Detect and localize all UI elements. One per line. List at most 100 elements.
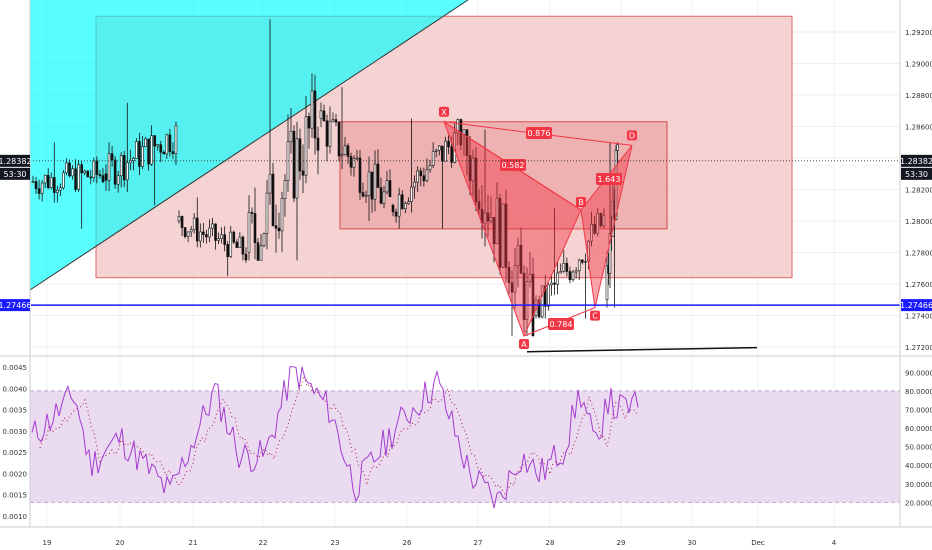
candle-body [195,217,199,242]
candle-body [250,212,254,214]
candle-body [522,273,526,320]
ratio-label: 1.643 [598,175,621,184]
candle-body [223,234,226,245]
candle-body [268,173,272,194]
indicator-left-tick-label: 0.0040 [3,385,28,393]
candle-body [349,156,353,168]
candle-body [373,163,377,200]
time-axis-label: 27 [474,539,483,547]
candle-body [144,138,147,147]
candle-body [129,160,132,164]
candle-body [528,273,532,283]
candle-body [519,245,523,274]
candle-body [422,175,426,182]
candle-body [355,157,359,160]
candle-body [370,171,374,200]
candle-body [301,170,305,176]
candle-body [74,168,77,190]
candle-body [40,182,44,194]
candle-body [125,162,129,181]
candle-body [71,168,74,177]
candle-body [298,138,302,172]
time-axis-label: 19 [43,539,52,547]
candle-body [68,162,71,177]
candle-body [447,140,450,148]
candle-body [553,282,556,285]
ratio-label-box [500,159,526,171]
candle-body [307,116,311,129]
candle-body [150,135,153,165]
candle-body [581,259,584,263]
candle-body [183,227,187,237]
candle-body [385,180,389,193]
candle-body [113,159,117,185]
candle-body [322,110,326,121]
candle-body [543,285,547,307]
candle-body [59,187,62,191]
candle-body [238,236,242,248]
candle-body [352,158,356,168]
candle-body [226,244,229,257]
ratio-label-box [526,127,552,139]
candle-body [425,169,429,182]
candle-body [177,216,181,222]
candle-body [444,140,447,162]
price-tick-label: 1.27400 [905,313,932,321]
candle-body [434,149,438,152]
candle-body [438,145,441,151]
indicator-left-tick-label: 0.0045 [3,364,28,372]
indicator-right-tick-label: 60.0000 [905,425,932,433]
candle-body [407,201,410,204]
candle-body [292,130,296,199]
current-price-badge-right-bg [901,154,932,167]
candle-body [52,177,56,193]
candle-body [525,281,529,320]
candle-body [171,151,175,154]
candle-body [468,155,472,182]
candle-body [62,172,65,189]
candle-body [56,189,59,193]
price-tick-label: 1.29200 [905,29,932,37]
pattern-point-box [627,130,637,141]
candle-body [574,270,578,273]
time-axis-label: 30 [688,539,697,547]
indicator-right-tick-label: 20.0000 [905,499,932,507]
candle-body [199,231,202,242]
candle-body [471,157,475,182]
candle-body [343,145,347,155]
candle-body [331,119,335,122]
time-axis-label: 26 [403,539,412,547]
candle-body [358,157,362,193]
candle-body [116,175,120,185]
ratio-label-box [548,318,574,330]
countdown-badge-right: 53:30 [905,170,928,179]
candle-body [107,153,111,181]
candle-body [162,151,166,155]
indicator-right-tick-label: 80.0000 [905,388,932,396]
candle-body [168,134,172,152]
indicator-signal-line [39,373,638,495]
candle-body [428,165,432,171]
candle-body [274,225,278,229]
candle-body [602,215,606,227]
time-axis-label: 23 [331,539,340,547]
candle-body [340,154,344,157]
candle-body [271,173,275,226]
candle-body [516,245,520,266]
price-tick-label: 1.28600 [905,124,932,132]
pattern-point-label: C [592,312,598,321]
candle-body [241,236,245,255]
candle-body [104,173,108,181]
candle-body [498,198,502,268]
candle-body [316,137,320,151]
candle-body [507,267,511,283]
ratio-label: 0.784 [550,320,573,329]
candle-body [397,194,401,217]
candle-body [410,186,413,203]
pattern-point-box [519,338,529,349]
candle-body [605,265,609,301]
indicator-left-tick-label: 0.0020 [3,470,28,478]
candle-body [537,299,541,318]
candle-body [404,203,407,210]
candle-body [565,263,569,272]
